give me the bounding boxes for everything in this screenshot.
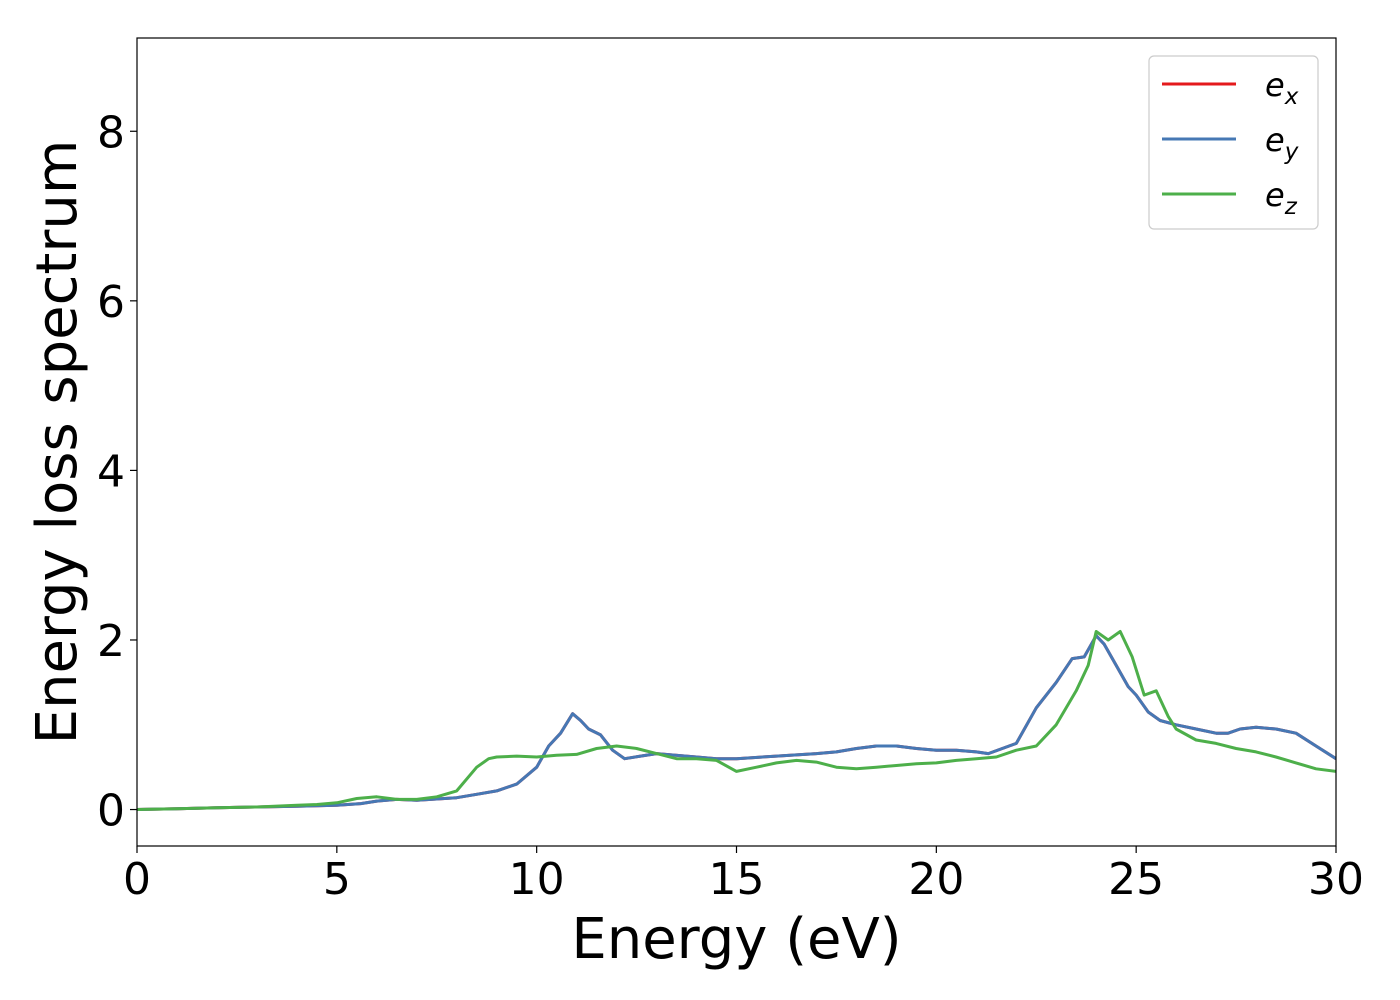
- y-tick-label: 0: [97, 786, 125, 837]
- y-tick-label: 4: [97, 446, 125, 497]
- y-tick-label: 6: [97, 277, 125, 328]
- series-lines: [137, 630, 1336, 811]
- plot-area: [137, 630, 1336, 811]
- x-tick-label: 5: [323, 854, 351, 905]
- series-line-ex: [137, 634, 1336, 811]
- x-tick-label: 20: [908, 854, 964, 905]
- y-tick-label: 8: [97, 107, 125, 158]
- legend-label-sub: x: [1284, 84, 1299, 110]
- legend-label-base: e: [1265, 121, 1285, 159]
- legend-label: ez: [1265, 176, 1298, 220]
- x-tick-label: 30: [1308, 854, 1364, 905]
- legend-label-sub: y: [1284, 139, 1299, 165]
- x-tick-label: 25: [1108, 854, 1164, 905]
- series-line-ez: [137, 630, 1336, 811]
- axes: 0 5 10 15 20 25 30 0 2 4 6 8: [97, 37, 1364, 905]
- x-tick-label: 15: [709, 854, 765, 905]
- x-tick-label: 10: [509, 854, 565, 905]
- legend-label: ex: [1265, 66, 1299, 110]
- x-tick-label: 0: [123, 854, 151, 905]
- legend-box: [1148, 55, 1319, 230]
- series-line-ey: [137, 634, 1336, 811]
- legend-label-base: e: [1265, 66, 1285, 104]
- x-axis-label: Energy (eV): [571, 907, 901, 972]
- y-tick-label: 2: [97, 616, 125, 667]
- y-axis-label: Energy loss spectrum: [25, 140, 90, 745]
- legend-label-base: e: [1265, 176, 1285, 214]
- legend-label: ey: [1265, 121, 1299, 165]
- legend-label-sub: z: [1284, 194, 1298, 220]
